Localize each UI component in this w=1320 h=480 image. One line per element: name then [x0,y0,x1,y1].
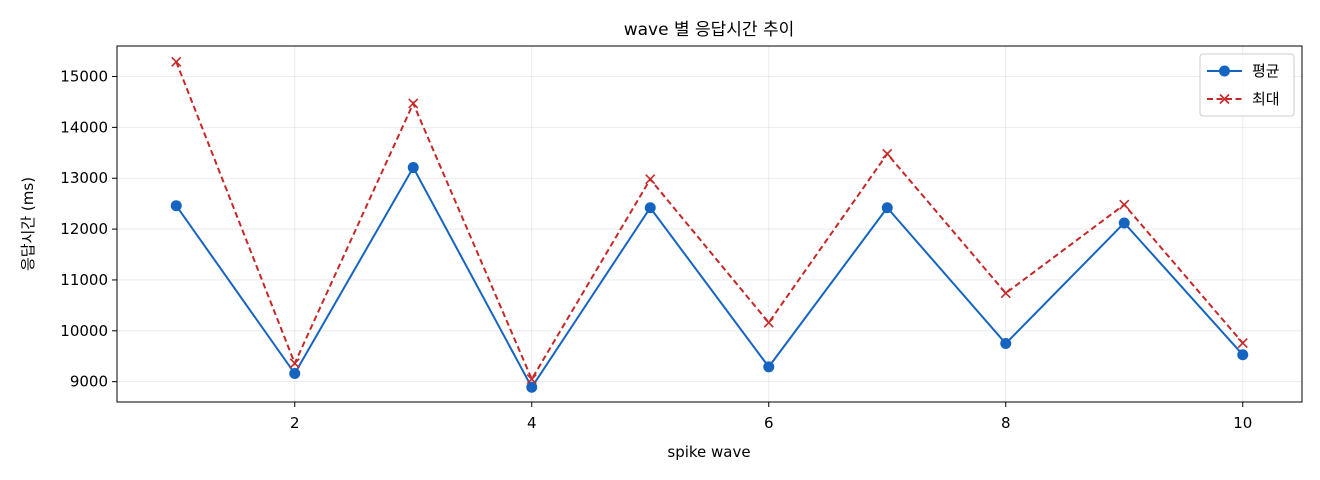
data-point [763,317,774,328]
x-tick-label: 10 [1233,414,1252,432]
series-최대 [171,56,1248,385]
x-tick-label: 4 [527,414,537,432]
series-line [175,61,1244,382]
data-point [1237,349,1249,361]
data-point [526,381,538,393]
y-tick-label: 11000 [60,271,108,289]
legend-box [1199,53,1295,117]
grid-lines [117,46,1302,402]
data-point [881,202,893,214]
y-axis: 9000 10000 11000 12000 13000 14000 15000 [60,68,117,391]
y-tick-label: 15000 [60,68,108,86]
data-point [170,200,182,212]
chart-title: wave 별 응답시간 추이 [624,20,795,40]
plot-frame [116,45,1303,403]
data-point [289,358,300,369]
data-point [1000,288,1011,299]
y-tick-label: 12000 [60,220,108,238]
data-point [763,361,775,373]
y-tick-label: 10000 [60,322,108,340]
data-point [645,174,656,185]
x-tick-label: 6 [764,414,774,432]
data-point [408,98,419,109]
x-axis: 2 4 6 8 10 [290,402,1252,432]
series-layer [170,56,1249,393]
x-tick-label: 8 [1001,414,1011,432]
data-point [526,374,537,385]
y-tick-label: 13000 [60,169,108,187]
legend-item: 평균 [1207,62,1280,80]
x-axis-label: spike wave [667,443,750,461]
y-tick-label: 14000 [60,118,108,136]
data-point [1237,337,1248,349]
x-tick-label: 2 [290,414,300,432]
series-평균 [170,162,1249,393]
legend-label: 최대 [1252,90,1280,108]
legend-marker [1219,65,1230,77]
data-point [1118,217,1130,229]
data-point [171,56,182,67]
y-tick-label: 9000 [70,373,108,391]
data-point [407,162,419,174]
data-point [644,202,656,214]
y-axis-label: 응답시간 (ms) [19,177,37,271]
data-point [289,368,301,380]
series-line [175,165,1244,390]
legend-item: 최대 [1207,90,1280,108]
data-point [1000,338,1012,350]
data-point [1119,199,1130,210]
legend-marker [1219,93,1230,105]
data-point [882,148,893,159]
legend-label: 평균 [1252,62,1280,80]
